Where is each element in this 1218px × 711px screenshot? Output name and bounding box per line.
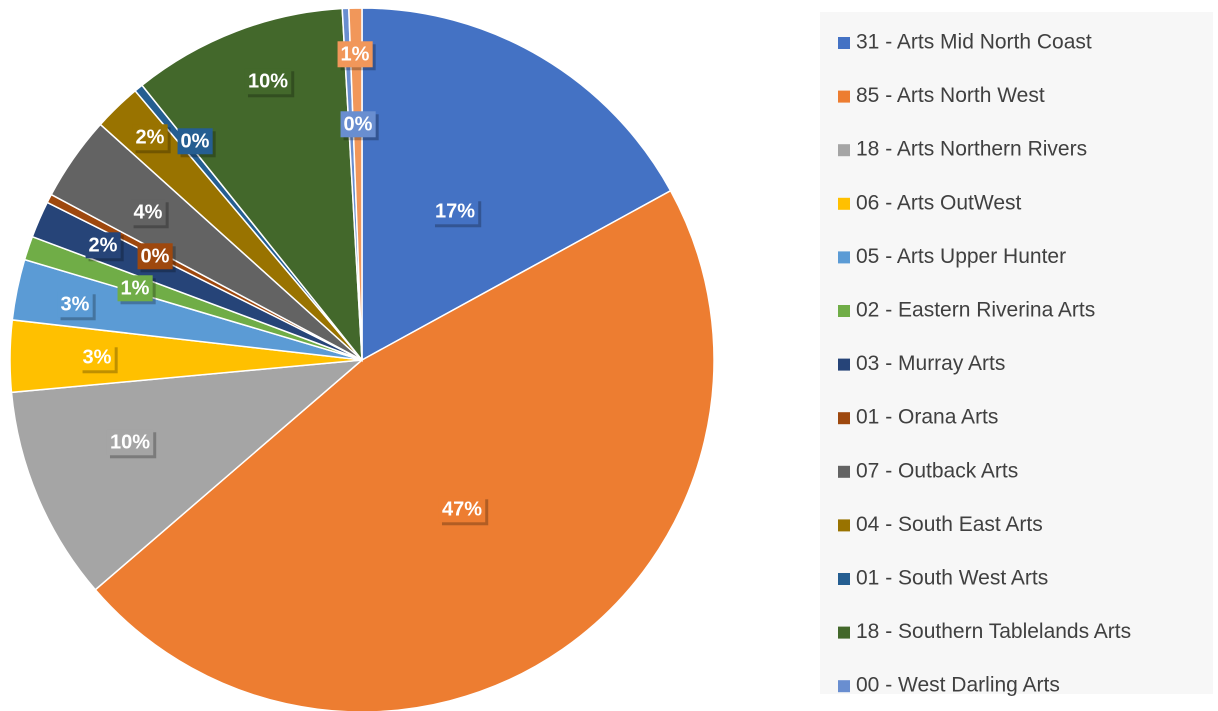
data-label-box: [431, 198, 479, 225]
legend-label: 03 - Murray Arts: [856, 352, 1005, 375]
data-label: 2%: [89, 234, 118, 256]
data-label-box: [79, 344, 115, 371]
data-label-box: [177, 128, 213, 155]
data-label-box: [340, 111, 376, 138]
data-label-box: [137, 243, 173, 270]
legend-label: 05 - Arts Upper Hunter: [856, 245, 1066, 268]
pie-slice: [140, 7, 363, 363]
data-label-box: [337, 41, 373, 68]
legend-swatch: [838, 144, 850, 157]
legend-label: 85 - Arts North West: [856, 84, 1045, 107]
legend-label: 07 - Outback Arts: [856, 459, 1018, 482]
data-label: 10%: [110, 431, 150, 453]
pie-slice: [348, 7, 363, 361]
legend-label: 06 - Arts OutWest: [856, 191, 1021, 214]
legend-label: 18 - Arts Northern Rivers: [856, 138, 1087, 161]
pie-slice: [361, 7, 672, 362]
pie-slice: [94, 189, 715, 711]
legend-label: 01 - South West Arts: [856, 567, 1048, 590]
data-label-box: [106, 429, 154, 456]
legend-label: 02 - Eastern Riverina Arts: [856, 299, 1095, 322]
legend-label: 18 - Southern Tablelands Arts: [856, 620, 1131, 643]
legend-swatch: [838, 90, 850, 103]
data-label-box: [438, 496, 486, 523]
data-label: 4%: [134, 201, 163, 223]
legend-label: 04 - South East Arts: [856, 513, 1043, 536]
data-label: 1%: [121, 277, 150, 299]
legend-label: 00 - West Darling Arts: [856, 674, 1060, 697]
data-label: 47%: [442, 498, 482, 520]
data-label-box: [117, 275, 153, 302]
legend-swatch: [838, 573, 850, 585]
data-label-box: [85, 232, 121, 259]
legend-swatch: [838, 197, 850, 210]
data-label: 0%: [141, 245, 170, 267]
legend-label: 01 - Orana Arts: [856, 406, 998, 429]
legend-swatch: [838, 519, 850, 532]
legend: 31 - Arts Mid North Coast 85 - Arts North…: [838, 31, 1131, 697]
legend-swatch: [838, 465, 850, 478]
data-labels: 17%47%10%3%3%1%2% 0%4%2% 0%10%0%1%: [57, 41, 489, 526]
data-label: 2%: [136, 126, 165, 148]
legend-swatch: [838, 37, 850, 49]
legend-swatch: [838, 680, 850, 693]
data-label: 3%: [83, 346, 112, 368]
data-label: 17%: [435, 200, 475, 222]
legend-box: [820, 12, 1213, 694]
data-label-box: [130, 199, 166, 226]
legend-swatch: [838, 305, 850, 317]
data-label-box: [244, 68, 292, 95]
legend-swatch: [838, 358, 850, 371]
data-label: 10%: [248, 70, 288, 92]
pie-slice: [10, 359, 365, 591]
data-label: 0%: [181, 130, 210, 152]
legend-swatch: [838, 251, 850, 264]
data-label-box: [132, 124, 168, 151]
legend-swatch: [838, 412, 850, 425]
data-label: 1%: [341, 43, 370, 65]
legend-label: 31 - Arts Mid North Coast: [856, 31, 1092, 54]
legend-swatch: [838, 626, 850, 639]
data-label-box: [57, 291, 93, 318]
data-label: 0%: [344, 113, 373, 135]
data-label: 3%: [61, 293, 90, 315]
